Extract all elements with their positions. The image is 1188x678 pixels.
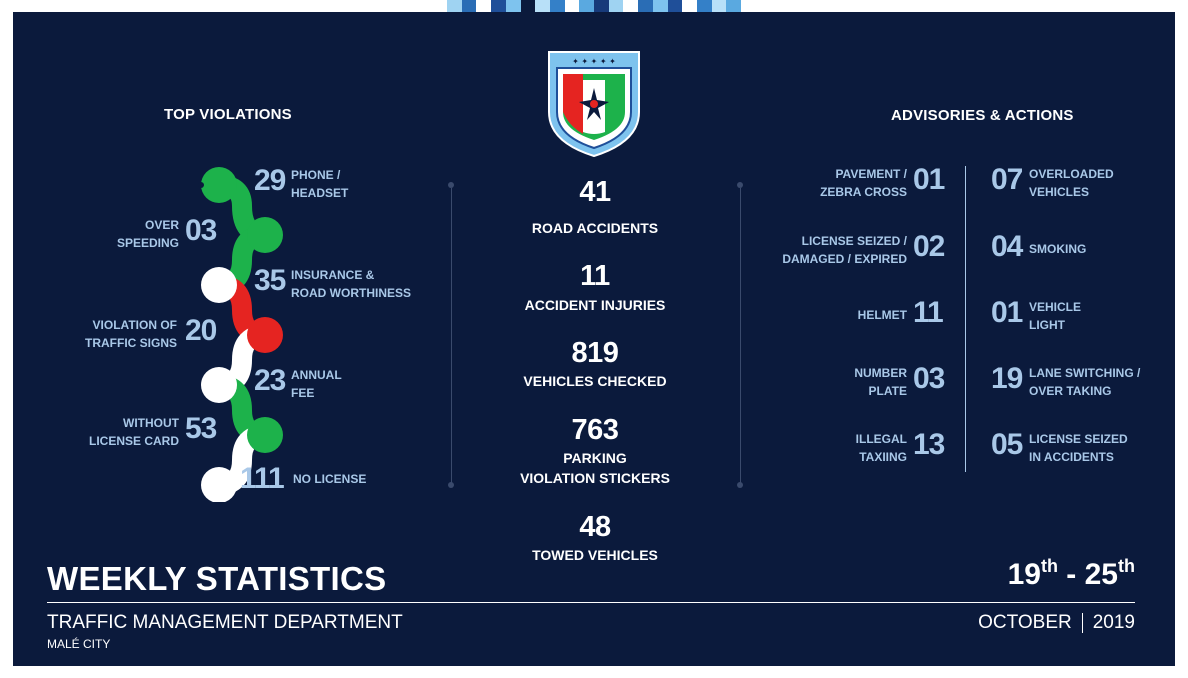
violation-label: INSURANCE & ROAD WORTHINESS [291, 268, 411, 300]
violation-value: 35 [254, 264, 286, 297]
advisory-label: PAVEMENT / ZEBRA CROSS [820, 167, 907, 199]
footer-divider [47, 602, 1135, 603]
stripe-segment [520, 0, 536, 12]
advisory-label: LICENSE SEIZED / DAMAGED / EXPIRED [782, 234, 907, 266]
advisory-label: OVERLOADED VEHICLES [1029, 167, 1114, 199]
stripe-segment [476, 0, 492, 12]
divider-dot [448, 482, 454, 488]
advisory-value: 01 [991, 296, 1023, 329]
advisory-label: HELMET [857, 308, 907, 322]
police-emblem-shield-icon: ✦ ✦ ✦ ✦ ✦ [548, 51, 640, 158]
top-violations-heading: TOP VIOLATIONS [164, 106, 292, 123]
advisory-value: 19 [991, 362, 1023, 395]
svg-text:✦ ✦ ✦ ✦ ✦: ✦ ✦ ✦ ✦ ✦ [572, 57, 616, 66]
stat-label: PARKING VIOLATION STICKERS [520, 450, 670, 486]
header-color-stripe [447, 0, 742, 12]
violation-label: VIOLATION OF TRAFFIC SIGNS [85, 318, 177, 350]
advisory-label: LANE SWITCHING / OVER TAKING [1029, 366, 1141, 398]
violation-value: 53 [185, 412, 217, 445]
stripe-segment [594, 0, 609, 12]
advisory-label: VEHICLE LIGHT [1029, 300, 1082, 332]
month-year: OCTOBER 2019 [978, 612, 1135, 633]
left-divider [451, 188, 452, 485]
divider-dot [737, 482, 743, 488]
advisory-label: NUMBER PLATE [854, 366, 907, 398]
advisories-heading: ADVISORIES & ACTIONS [891, 107, 1074, 124]
stripe-segment [535, 0, 550, 12]
violation-label: WITHOUT LICENSE CARD [88, 416, 179, 448]
violation-value: 23 [254, 364, 286, 397]
stripe-segment [549, 0, 565, 12]
stripe-segment [726, 0, 742, 12]
stripe-segment [682, 0, 697, 12]
divider-dot [737, 182, 743, 188]
advisory-label: SMOKING [1029, 242, 1087, 256]
violation-label: NO LICENSE [293, 472, 367, 486]
city-name: MALÉ CITY [47, 637, 111, 651]
stat-value: 41 [579, 176, 611, 208]
date-range: 19th - 25th [1007, 556, 1135, 591]
stripe-segment [447, 0, 462, 12]
stat-value: 763 [571, 414, 619, 446]
advisory-label: LICENSE SEIZED IN ACCIDENTS [1029, 432, 1128, 464]
stripe-segment [696, 0, 712, 12]
advisory-value: 02 [913, 230, 945, 263]
stat-label: VEHICLES CHECKED [523, 373, 667, 389]
stripe-segment [505, 0, 521, 12]
divider-dot [448, 182, 454, 188]
stripe-segment [623, 0, 639, 12]
violation-value: 29 [254, 164, 286, 197]
stat-value: 11 [580, 260, 610, 292]
center-stats: 41 ROAD ACCIDENTS 11 ACCIDENT INJURIES 8… [455, 12, 735, 612]
stat-value: 48 [579, 511, 611, 543]
advisory-value: 03 [913, 362, 945, 395]
stripe-segment [711, 0, 727, 12]
advisory-value: 07 [991, 163, 1023, 196]
advisory-value: 13 [913, 428, 945, 461]
advisory-value: 04 [991, 230, 1023, 263]
department-name: TRAFFIC MANAGEMENT DEPARTMENT [47, 612, 403, 633]
stat-label: TOWED VEHICLES [532, 547, 658, 563]
stat-label: ROAD ACCIDENTS [531, 220, 659, 236]
violation-value: 03 [185, 214, 217, 247]
stat-label: ACCIDENT INJURIES [524, 297, 666, 313]
violation-label: ANNUAL FEE [291, 368, 342, 400]
advisory-label: ILLEGAL TAXIING [855, 432, 907, 464]
stripe-segment [638, 0, 653, 12]
infographic-panel: ✦ ✦ ✦ ✦ ✦ TOP VIOLATIONS 29 PHONE / HEADS… [13, 12, 1175, 666]
weekly-statistics-title: WEEKLY STATISTICS [47, 560, 387, 597]
stat-value: 819 [571, 337, 619, 369]
violation-value: 20 [185, 314, 217, 347]
advisories-divider [965, 166, 966, 472]
right-divider [740, 188, 741, 485]
stripe-segment [579, 0, 595, 12]
stripe-segment [461, 0, 477, 12]
violation-value: 111 [240, 462, 285, 495]
advisory-value: 11 [913, 296, 944, 329]
advisory-value: 05 [991, 428, 1023, 461]
stripe-segment [564, 0, 580, 12]
stripe-segment [608, 0, 624, 12]
stripe-segment [652, 0, 668, 12]
violations-chain-graphic [198, 167, 283, 502]
violation-label: PHONE / HEADSET [291, 168, 349, 200]
stripe-segment [491, 0, 506, 12]
advisory-value: 01 [913, 163, 945, 196]
violation-label: OVER SPEEDING [116, 218, 179, 250]
stripe-segment [667, 0, 683, 12]
